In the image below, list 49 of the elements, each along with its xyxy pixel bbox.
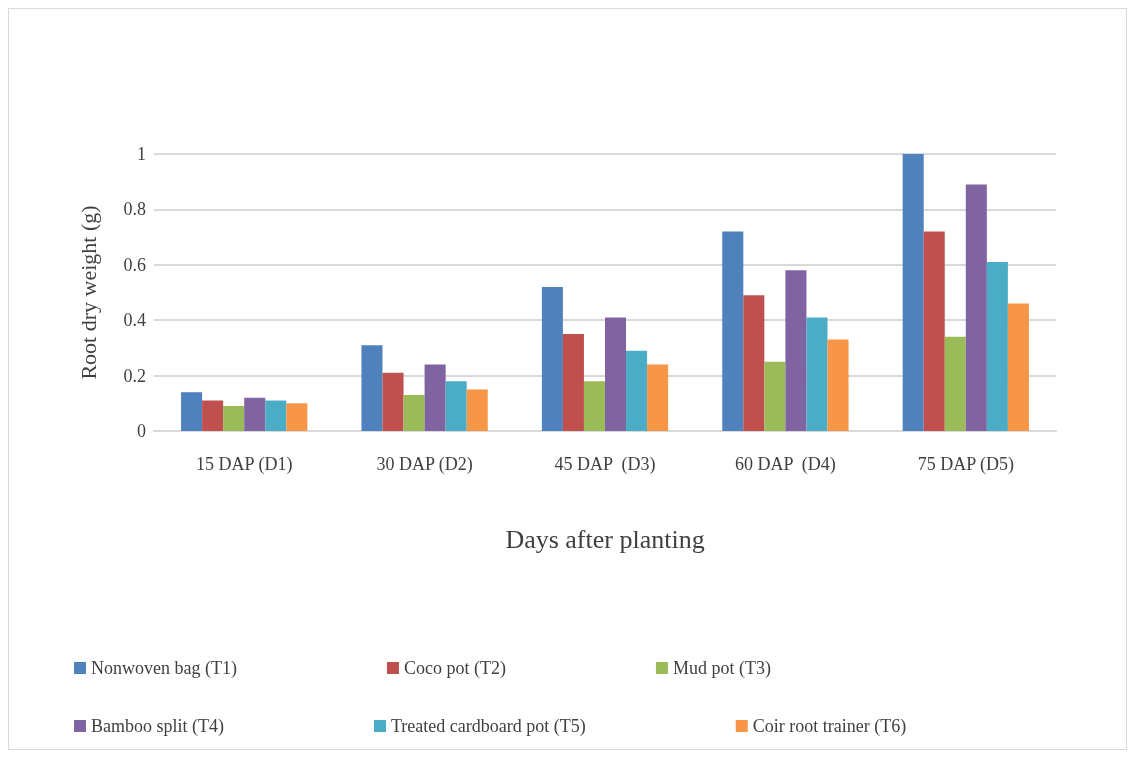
y-tick-label: 0.6	[123, 254, 146, 275]
bar	[743, 295, 765, 431]
y-tick-label: 0.2	[123, 365, 146, 386]
bar	[764, 361, 786, 431]
x-tick-label: 45 DAP (D3)	[554, 454, 656, 475]
legend-label: Treated cardboard pot (T5)	[390, 716, 586, 737]
x-tick-label: 60 DAP (D4)	[734, 454, 836, 475]
bar	[466, 389, 488, 431]
legend-label: Mud pot (T3)	[672, 658, 771, 679]
bar	[806, 317, 828, 431]
y-tick-label: 0	[137, 421, 146, 441]
y-tick-label: 0.8	[123, 199, 146, 220]
bar	[223, 406, 245, 431]
bar	[626, 350, 648, 431]
bar	[944, 336, 966, 431]
bar	[605, 317, 627, 431]
y-axis-title: Root dry weight (g)	[75, 205, 101, 380]
bar	[583, 381, 605, 431]
x-tick-label: 15 DAP (D1)	[196, 454, 293, 475]
bar	[1007, 303, 1029, 431]
x-axis-title: Days after planting	[505, 524, 705, 554]
bar	[986, 262, 1008, 431]
bar	[562, 334, 584, 431]
y-tick-label: 1	[137, 144, 146, 164]
legend-label: Nonwoven bag (T1)	[91, 658, 237, 679]
bar	[424, 364, 446, 431]
bar	[722, 231, 744, 431]
legend-label: Coir root trainer (T6)	[752, 716, 907, 737]
bar	[923, 231, 945, 431]
bar	[244, 397, 266, 431]
x-tick-label: 30 DAP (D2)	[376, 454, 473, 475]
bar	[181, 392, 203, 431]
bar	[902, 154, 924, 431]
bar	[785, 270, 807, 431]
legend-label: Coco pot (T2)	[403, 658, 506, 679]
bar	[202, 400, 224, 431]
x-tick-label: 75 DAP (D5)	[917, 454, 1014, 475]
bar	[445, 381, 467, 431]
bar	[382, 372, 404, 431]
legend-label: Bamboo split (T4)	[91, 716, 224, 737]
bar	[827, 339, 849, 431]
bar	[647, 364, 669, 431]
bar	[541, 286, 563, 431]
bar	[265, 400, 287, 431]
bar	[965, 184, 987, 431]
bar	[361, 345, 383, 431]
bar	[403, 394, 425, 431]
bar	[286, 403, 308, 431]
y-tick-label: 0.4	[123, 310, 146, 331]
